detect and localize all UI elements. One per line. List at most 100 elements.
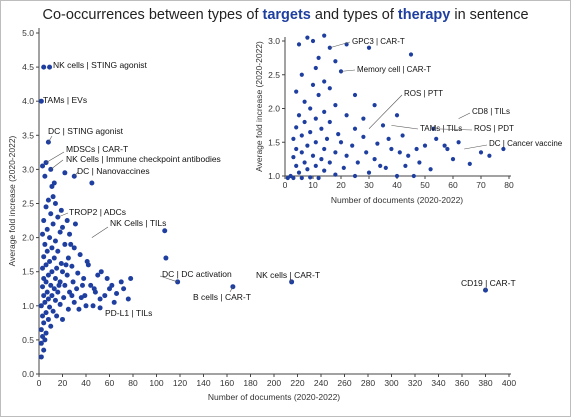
inset-data-point xyxy=(296,113,302,118)
inset-y-tick-label: 2.0 xyxy=(268,104,280,114)
main-annotation-leader xyxy=(159,275,178,283)
main-data-point xyxy=(38,303,44,309)
main-data-point xyxy=(91,286,97,292)
main-data-point xyxy=(48,282,54,288)
main-data-point xyxy=(98,269,104,275)
inset-data-point xyxy=(383,165,388,170)
inset-annotation-leader xyxy=(391,125,419,130)
inset-annotation-leader xyxy=(368,94,403,129)
main-data-point xyxy=(49,293,55,299)
inset-data-point xyxy=(352,173,358,179)
inset-data-point xyxy=(422,143,428,148)
inset-data-point xyxy=(313,65,318,71)
main-data-point xyxy=(49,269,55,275)
inset-data-point xyxy=(299,150,304,155)
inset-data-point xyxy=(344,113,349,118)
main-data-point xyxy=(109,282,115,288)
main-data-point xyxy=(58,261,64,267)
inset-data-point xyxy=(417,160,422,165)
inset-x-tick-label: 0 xyxy=(283,180,288,190)
main-annotation-label: NK cells | CAR-T xyxy=(256,270,320,280)
inset-data-point xyxy=(294,146,299,152)
inset-data-point xyxy=(310,38,316,44)
inset-data-point xyxy=(411,173,416,179)
inset-data-point xyxy=(313,163,318,168)
inset-data-point xyxy=(487,153,492,158)
main-data-point xyxy=(118,279,124,285)
inset-annotation-label: ROS | PDT xyxy=(474,124,514,133)
inset-y-tick-label: 1.0 xyxy=(268,171,280,181)
inset-data-point xyxy=(327,119,332,125)
main-data-point xyxy=(42,299,48,305)
main-data-point xyxy=(45,296,51,302)
main-annotation-label: PD-L1 | TILs xyxy=(105,308,152,318)
inset-data-point xyxy=(366,170,372,175)
inset-data-point xyxy=(294,163,299,168)
main-annotation-label: DC | Nanovaccines xyxy=(77,166,150,176)
inset-data-point xyxy=(478,150,484,155)
inset-data-point xyxy=(313,116,318,121)
inset-data-point xyxy=(322,109,327,114)
main-data-point xyxy=(41,218,47,224)
main-data-point xyxy=(52,238,58,244)
main-annotation-label: MDSCs | CAR-T xyxy=(66,144,128,154)
main-y-tick-label: 0.5 xyxy=(22,335,34,345)
inset-data-point xyxy=(386,136,391,141)
inset-data-point xyxy=(296,42,302,47)
main-annotation-leader xyxy=(48,135,53,143)
inset-data-point xyxy=(378,163,383,168)
inset-data-point xyxy=(364,150,369,155)
inset-data-point xyxy=(322,146,327,152)
inset-data-point xyxy=(442,143,447,148)
main-x-tick-label: 120 xyxy=(173,378,187,388)
main-data-point xyxy=(69,293,75,299)
main-data-point xyxy=(51,255,57,261)
inset-data-point xyxy=(352,126,358,131)
main-data-point xyxy=(47,258,53,264)
main-data-point xyxy=(84,258,90,264)
main-data-point xyxy=(162,228,168,234)
inset-annotation-leader xyxy=(340,69,356,72)
inset-data-point xyxy=(308,106,313,111)
inset-annotation-label: ROS | PTT xyxy=(404,89,443,98)
inset-data-point xyxy=(308,130,313,135)
inset-annotation-leader xyxy=(433,128,473,131)
main-data-point xyxy=(125,296,131,302)
main-data-point xyxy=(56,282,62,288)
main-x-tick-label: 280 xyxy=(361,378,375,388)
main-x-tick-label: 400 xyxy=(502,378,516,388)
inset-data-point xyxy=(299,133,304,138)
main-data-point xyxy=(121,286,127,292)
inset-annotation-label: Memory cell | CAR-T xyxy=(357,65,431,74)
main-x-tick-label: 340 xyxy=(431,378,445,388)
main-data-point xyxy=(77,252,83,258)
main-data-point xyxy=(42,337,48,343)
main-data-point xyxy=(68,241,74,247)
inset-data-point xyxy=(434,136,439,141)
main-data-point xyxy=(57,229,63,235)
inset-data-point xyxy=(316,92,321,98)
inset-annotation-leader xyxy=(329,41,351,49)
main-data-point xyxy=(38,340,44,346)
main-data-point xyxy=(79,282,85,288)
main-data-point xyxy=(76,306,82,312)
inset-data-point xyxy=(302,119,307,125)
main-scatter-plot: 0 20 40 60 80 100 120 140 160 180 200 220 240 260 280 3… xyxy=(7,28,516,402)
inset-data-point xyxy=(456,140,461,145)
inset-data-point xyxy=(375,141,380,146)
main-y-tick-label: 1.5 xyxy=(22,267,34,277)
main-annotation-leader xyxy=(45,151,65,163)
inset-data-point xyxy=(302,99,307,104)
main-data-point xyxy=(62,282,68,288)
inset-data-point xyxy=(319,157,324,162)
inset-data-point xyxy=(450,157,456,162)
inset-data-point xyxy=(308,175,313,180)
main-data-point xyxy=(63,262,69,268)
main-data-point xyxy=(41,347,47,353)
main-data-point xyxy=(72,221,78,227)
inset-data-point xyxy=(310,153,316,158)
main-annotation-leader xyxy=(50,159,64,170)
main-y-tick-label: 2.5 xyxy=(22,199,34,209)
main-data-point xyxy=(89,180,95,186)
